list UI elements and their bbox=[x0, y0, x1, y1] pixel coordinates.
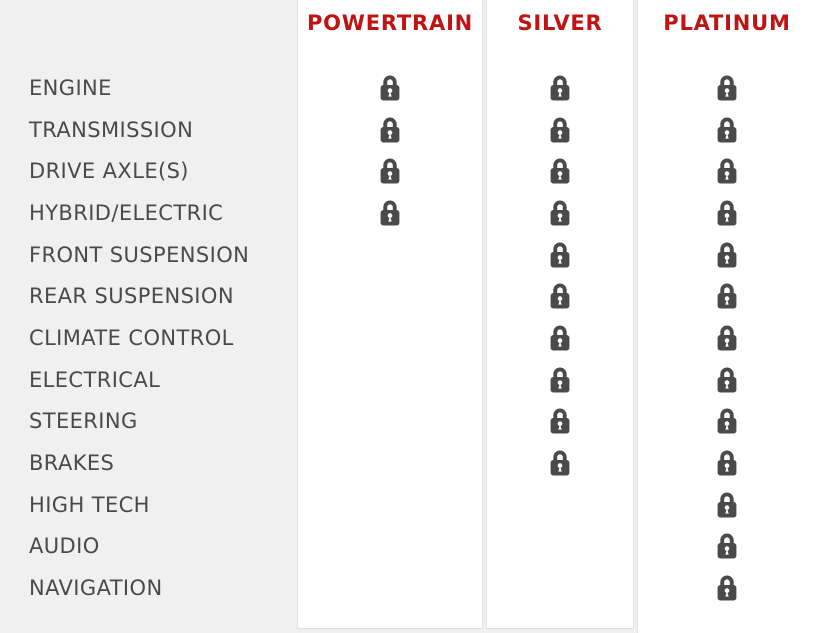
lock-icon bbox=[717, 575, 737, 601]
row-label-steering: STEERING bbox=[29, 409, 138, 434]
lock-icon bbox=[550, 75, 570, 101]
plan-header-powertrain: POWERTRAIN bbox=[306, 11, 474, 35]
coverage-cell bbox=[298, 109, 482, 151]
coverage-cell bbox=[487, 109, 633, 151]
coverage-cell bbox=[638, 526, 816, 568]
coverage-cell bbox=[487, 317, 633, 359]
coverage-cell bbox=[638, 192, 816, 234]
coverage-cell bbox=[487, 67, 633, 109]
lock-icon bbox=[550, 325, 570, 351]
coverage-cell bbox=[638, 109, 816, 151]
lock-icon bbox=[550, 158, 570, 184]
coverage-cell bbox=[298, 192, 482, 234]
coverage-cell bbox=[487, 401, 633, 443]
system-labels-column: ENGINE TRANSMISSION DRIVE AXLE(S) HYBRID/EL… bbox=[0, 0, 297, 633]
coverage-cell bbox=[298, 234, 482, 276]
coverage-cell bbox=[487, 526, 633, 568]
coverage-cell bbox=[638, 401, 816, 443]
labels-header-spacer bbox=[0, 0, 297, 67]
coverage-cell bbox=[487, 192, 633, 234]
coverage-cell bbox=[298, 484, 482, 526]
coverage-cell bbox=[298, 275, 482, 317]
lock-icon bbox=[717, 325, 737, 351]
lock-icon bbox=[380, 200, 400, 226]
row-label-transmission: TRANSMISSION bbox=[29, 117, 194, 142]
plan-header-silver: SILVER bbox=[517, 11, 603, 35]
row-label-audio: AUDIO bbox=[29, 534, 100, 559]
coverage-cell bbox=[298, 359, 482, 401]
row-label-climate-control: CLIMATE CONTROL bbox=[29, 325, 234, 350]
coverage-cell bbox=[487, 150, 633, 192]
lock-icon bbox=[550, 200, 570, 226]
coverage-cell bbox=[487, 275, 633, 317]
lock-icon bbox=[550, 283, 570, 309]
coverage-cell bbox=[298, 401, 482, 443]
lock-icon bbox=[717, 283, 737, 309]
coverage-cell bbox=[487, 484, 633, 526]
coverage-cell bbox=[638, 275, 816, 317]
plan-column-powertrain: POWERTRAIN bbox=[297, 0, 483, 629]
plan-column-platinum: PLATINUM bbox=[637, 0, 816, 633]
coverage-cell bbox=[298, 150, 482, 192]
lock-icon bbox=[717, 367, 737, 393]
row-label-front-suspension: FRONT SUSPENSION bbox=[29, 242, 250, 267]
coverage-cell bbox=[298, 567, 482, 609]
lock-icon bbox=[380, 158, 400, 184]
coverage-cell bbox=[638, 442, 816, 484]
coverage-cell bbox=[487, 234, 633, 276]
row-label-high-tech: HIGH TECH bbox=[29, 492, 150, 517]
lock-icon bbox=[380, 75, 400, 101]
lock-icon bbox=[717, 200, 737, 226]
lock-icon bbox=[550, 367, 570, 393]
lock-icon bbox=[717, 242, 737, 268]
coverage-cell bbox=[638, 317, 816, 359]
lock-icon bbox=[717, 492, 737, 518]
row-label-brakes: BRAKES bbox=[29, 451, 115, 476]
plan-header-platinum: PLATINUM bbox=[663, 11, 791, 35]
lock-icon bbox=[717, 158, 737, 184]
row-label-engine: ENGINE bbox=[29, 75, 112, 100]
coverage-cell bbox=[298, 442, 482, 484]
coverage-cell bbox=[638, 150, 816, 192]
lock-icon bbox=[550, 450, 570, 476]
coverage-cell bbox=[487, 567, 633, 609]
coverage-cell bbox=[638, 359, 816, 401]
row-label-navigation: NAVIGATION bbox=[29, 576, 163, 601]
coverage-cell bbox=[298, 526, 482, 568]
lock-icon bbox=[380, 117, 400, 143]
coverage-cell bbox=[487, 359, 633, 401]
lock-icon bbox=[550, 117, 570, 143]
lock-icon bbox=[550, 408, 570, 434]
coverage-cell bbox=[487, 442, 633, 484]
plan-column-silver: SILVER bbox=[486, 0, 634, 629]
coverage-cell bbox=[638, 234, 816, 276]
lock-icon bbox=[717, 450, 737, 476]
row-label-electrical: ELECTRICAL bbox=[29, 367, 161, 392]
lock-icon bbox=[717, 408, 737, 434]
row-label-hybrid-electric: HYBRID/ELECTRIC bbox=[29, 200, 224, 225]
lock-icon bbox=[717, 75, 737, 101]
coverage-cell bbox=[638, 567, 816, 609]
coverage-cell bbox=[298, 67, 482, 109]
coverage-cell bbox=[638, 67, 816, 109]
row-label-rear-suspension: REAR SUSPENSION bbox=[29, 284, 234, 309]
lock-icon bbox=[717, 117, 737, 143]
coverage-cell bbox=[638, 484, 816, 526]
lock-icon bbox=[717, 533, 737, 559]
row-label-drive-axle-s-: DRIVE AXLE(S) bbox=[29, 159, 189, 184]
coverage-cell bbox=[298, 317, 482, 359]
lock-icon bbox=[550, 242, 570, 268]
